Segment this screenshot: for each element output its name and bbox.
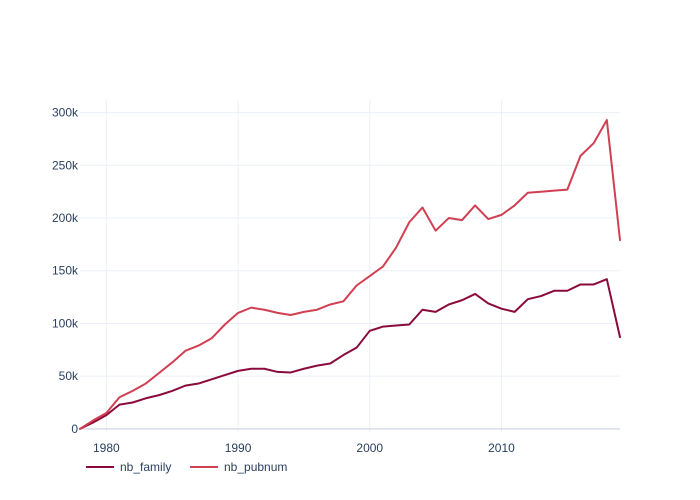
y-tick-label: 200k <box>52 211 79 225</box>
y-tick-label: 0 <box>71 422 78 436</box>
legend-label: nb_pubnum <box>224 460 287 474</box>
legend-item-nb-family[interactable]: nb_family <box>86 460 171 474</box>
y-tick-label: 150k <box>52 264 79 278</box>
y-tick-label: 100k <box>52 316 79 330</box>
y-tick-label: 50k <box>59 369 79 383</box>
x-tick-label: 2010 <box>488 441 515 455</box>
x-tick-label: 1980 <box>93 441 120 455</box>
plot-background <box>80 100 620 432</box>
legend: nb_family nb_pubnum <box>86 460 287 474</box>
y-tick-label: 250k <box>52 158 79 172</box>
x-tick-label: 2000 <box>356 441 383 455</box>
legend-label: nb_family <box>120 460 171 474</box>
y-tick-label: 300k <box>52 106 79 120</box>
x-tick-label: 1990 <box>225 441 252 455</box>
legend-item-nb-pubnum[interactable]: nb_pubnum <box>190 460 287 474</box>
